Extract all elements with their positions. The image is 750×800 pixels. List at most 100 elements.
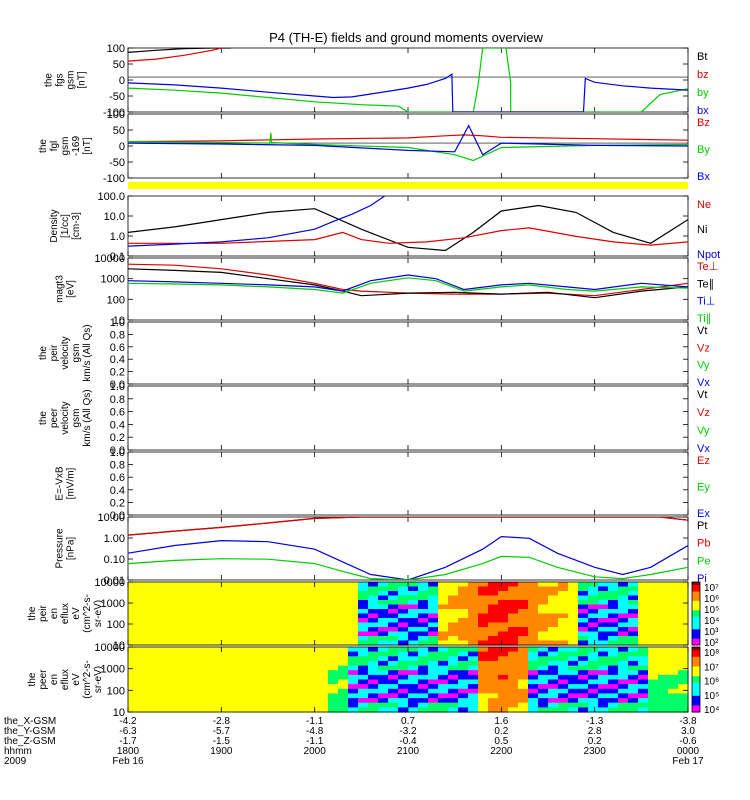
spectrogram-cell [158,631,169,637]
spectrogram-cell [218,698,229,704]
spectrogram-cell [348,640,359,646]
spectrogram-cell [338,665,349,671]
spectrogram-cell [518,586,529,592]
colorbar-frame [691,581,701,646]
spectrogram-cell [418,586,429,592]
spectrogram-cell [618,707,629,713]
spectrogram-cell [138,640,149,646]
x-axis-value: 2.8 [588,726,602,737]
spectrogram-cell [508,640,519,646]
spectrogram-cell [138,702,149,708]
spectrogram-cell [158,679,169,685]
spectrogram-cell [588,613,599,619]
spectrogram-cell [508,627,519,633]
spectrogram-cell [498,586,509,592]
y-tick-label: 10 [113,707,125,719]
spectrogram-cell [548,684,559,690]
spectrogram-cell [398,609,409,615]
spectrogram-cell [438,595,449,601]
spectrogram-cell [328,656,339,662]
spectrogram-cell [188,618,199,624]
spectrogram-cell [258,600,269,606]
spectrogram-cell [458,600,469,606]
spectrogram-cell [438,631,449,637]
spectrogram-cell [418,702,429,708]
spectrogram-cell [408,693,419,699]
spectrogram-cell [158,693,169,699]
spectrogram-cell [628,651,639,657]
spectrogram-cell [308,600,319,606]
panel-frame [127,257,689,321]
spectrogram-cell [638,660,649,667]
spectrogram-cell [338,591,349,597]
spectrogram-cell [498,702,509,708]
spectrogram-cell [248,613,259,619]
y-tick-label: 1000 [101,598,125,610]
spectrogram-cell [518,609,529,615]
spectrogram-cell [558,698,569,704]
spectrogram-cell [528,609,539,615]
spectrogram-cell [288,595,299,601]
spectrogram-cell [338,670,349,676]
spectrogram-cell [498,622,509,628]
spectrogram-cell [408,670,419,676]
spectrogram-cell [668,591,679,597]
spectrogram-cell [448,665,459,671]
spectrogram-cell [418,627,429,633]
x-axis-row-label: the_Y-GSM [4,726,55,737]
spectrogram-cell [578,647,589,653]
spectrogram-cell [208,618,219,624]
y-axis-label: km/s (All Qs) [82,324,93,381]
spectrogram-cell [238,627,249,633]
spectrogram-cell [628,670,639,676]
spectrogram-cell [438,693,449,699]
spectrogram-cell [178,640,189,646]
spectrogram-cell [188,702,199,708]
spectrogram-cell [388,674,399,681]
spectrogram-cell [538,618,549,624]
spectrogram-cell [508,586,519,592]
spectrogram-cell [428,679,439,685]
spectrogram-cell [668,674,679,681]
spectrogram-cell [128,586,139,592]
spectrogram-cell [268,679,279,685]
spectrogram-cell [198,670,209,676]
spectrogram-cell [248,631,259,637]
spectrogram-cell [388,698,399,704]
spectrogram-cell [388,707,399,713]
spectrogram-cell [348,698,359,704]
spectrogram-cell [438,651,449,657]
colorbar-segment [692,660,700,664]
spectrogram-cell [408,665,419,671]
spectrogram-cell [188,698,199,704]
spectrogram-cell [378,604,389,610]
spectrogram-cell [238,670,249,676]
spectrogram-cell [488,698,499,704]
spectrogram-cell [668,656,679,662]
legend-Te⊥: Te⊥ [697,261,718,273]
spectrogram-cell [168,636,179,642]
y-axis-label: peer [38,669,49,690]
spectrogram-cell [628,595,639,601]
spectrogram-cell [658,604,669,610]
spectrogram-cell [328,688,339,694]
spectrogram-cell [318,622,329,628]
spectrogram-cell [198,640,209,646]
x-axis-value: 0000 [677,746,700,757]
y-tick-label: 50 [113,59,125,71]
spectrogram-cell [328,665,339,671]
spectrogram-cell [548,651,559,657]
spectrogram-cell [488,688,499,694]
spectrogram-cell [618,618,629,624]
spectrogram-cell [348,582,359,588]
spectrogram-cell [598,698,609,704]
spectrogram-cell [648,670,659,676]
spectrogram-cell [508,693,519,699]
spectrogram-cell [578,622,589,628]
spectrogram-cell [508,631,519,637]
spectrogram-cell [238,595,249,601]
spectrogram-cell [608,698,619,704]
spectrogram-cell [398,618,409,624]
spectrogram-cell [278,693,289,699]
